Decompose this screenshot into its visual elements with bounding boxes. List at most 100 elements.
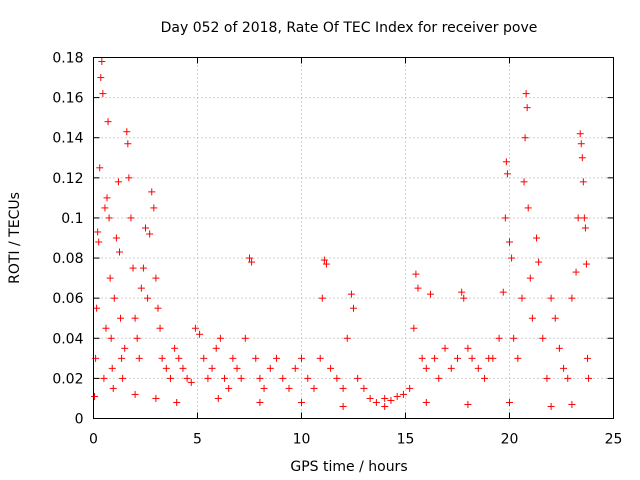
data-point <box>320 256 328 264</box>
data-point <box>414 284 422 292</box>
x-tick-label: 15 <box>397 432 415 448</box>
data-point <box>576 130 584 138</box>
data-point <box>133 334 141 342</box>
data-point <box>339 384 347 392</box>
data-point <box>506 398 513 406</box>
data-point <box>322 260 330 268</box>
data-point <box>171 344 179 352</box>
data-point <box>109 384 117 392</box>
data-point <box>574 214 582 222</box>
data-point <box>175 354 183 362</box>
data-point <box>105 214 113 222</box>
data-point <box>173 398 181 406</box>
data-point <box>225 384 233 392</box>
data-point <box>119 374 127 382</box>
data-point <box>523 104 531 112</box>
data-point <box>501 214 509 222</box>
data-point <box>124 140 132 148</box>
data-point <box>200 354 208 362</box>
x-tick-labels: 0 5 10 15 20 25 <box>89 432 622 448</box>
data-point <box>248 258 256 266</box>
data-point <box>350 304 357 312</box>
data-point <box>99 90 107 98</box>
data-point <box>555 344 563 352</box>
data-point <box>237 374 245 382</box>
data-point <box>187 378 195 386</box>
data-point <box>318 294 326 302</box>
data-point <box>431 354 439 362</box>
data-point <box>298 398 305 406</box>
data-point <box>97 74 105 82</box>
data-point <box>316 354 324 362</box>
x-tick-label: 25 <box>605 432 623 448</box>
data-point <box>521 134 529 142</box>
data-point <box>95 238 103 246</box>
data-point <box>435 374 443 382</box>
data-point <box>208 364 216 372</box>
data-point <box>533 234 541 242</box>
data-point <box>381 394 389 402</box>
data-point <box>142 224 149 232</box>
data-point <box>580 214 588 222</box>
data-point <box>118 354 126 362</box>
data-point <box>285 384 293 392</box>
y-axis-title: ROTI / TECUs <box>7 192 23 284</box>
data-point <box>298 354 305 362</box>
data-point <box>579 178 587 186</box>
data-point <box>347 290 355 298</box>
y-tick-label: 0.12 <box>52 171 83 187</box>
data-point <box>387 396 395 404</box>
data-point <box>139 264 147 272</box>
data-point <box>581 224 589 232</box>
data-point <box>339 402 347 410</box>
data-point <box>564 374 572 382</box>
y-tick-label: 0.14 <box>52 131 83 147</box>
data-point <box>518 294 526 302</box>
y-tick-label: 0.02 <box>52 371 83 387</box>
data-point <box>116 248 123 256</box>
data-point <box>131 314 139 322</box>
data-point <box>93 304 101 312</box>
y-tick-label: 0.18 <box>52 51 83 67</box>
data-point <box>360 384 368 392</box>
data-point <box>543 374 551 382</box>
data-point <box>241 334 249 342</box>
data-point <box>454 354 461 362</box>
data-point <box>273 354 281 362</box>
data-point <box>152 274 160 282</box>
data-point <box>91 392 99 400</box>
data-point <box>524 204 532 212</box>
data-point <box>393 392 401 400</box>
data-point <box>343 334 351 342</box>
data-point <box>112 234 120 242</box>
data-point <box>418 354 426 362</box>
data-point <box>508 254 516 262</box>
data-point <box>183 374 191 382</box>
data-point <box>196 330 204 338</box>
data-point <box>547 294 555 302</box>
data-point <box>502 158 510 166</box>
data-point <box>495 334 503 342</box>
data-point <box>568 400 576 408</box>
data-point <box>481 374 489 382</box>
data-point <box>489 354 497 362</box>
data-point <box>366 394 374 402</box>
data-point <box>584 354 591 362</box>
data-point <box>179 364 187 372</box>
data-point <box>468 354 476 362</box>
data-point <box>103 194 111 202</box>
y-tick-label: 0.16 <box>52 91 83 107</box>
data-point <box>381 402 389 410</box>
data-point <box>125 174 133 182</box>
data-point <box>121 344 129 352</box>
data-point <box>582 260 590 268</box>
data-point <box>514 354 522 362</box>
data-point <box>474 364 482 372</box>
data-point <box>572 268 580 276</box>
data-point <box>212 344 220 352</box>
data-point <box>577 140 585 148</box>
data-point <box>156 324 164 332</box>
data-point <box>150 204 158 212</box>
data-point <box>291 364 299 372</box>
